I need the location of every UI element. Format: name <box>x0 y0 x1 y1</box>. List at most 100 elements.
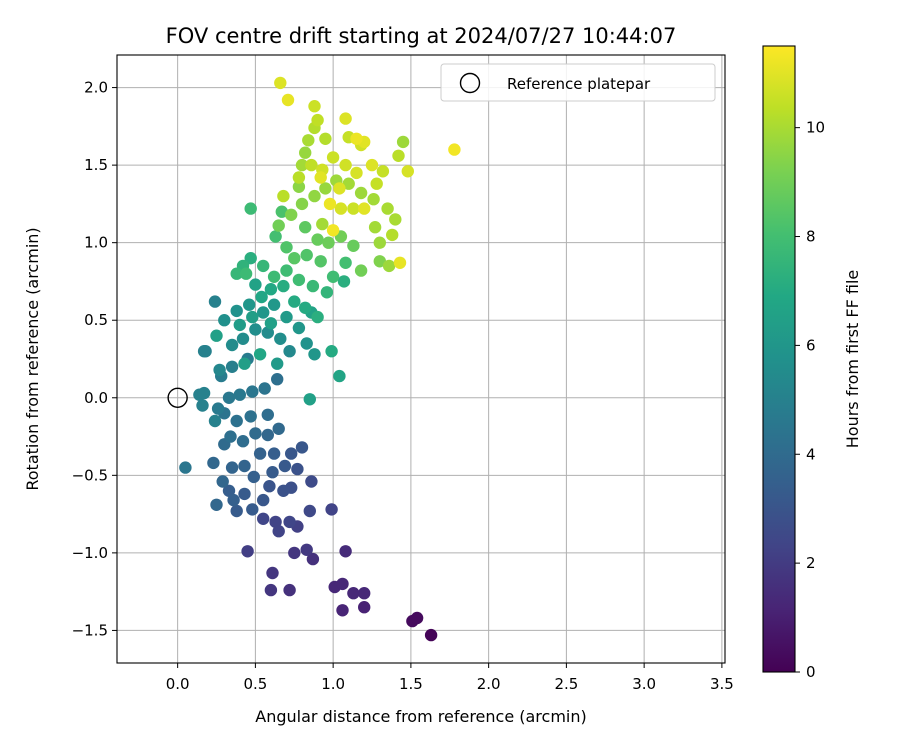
data-point <box>196 399 209 412</box>
colorbar-tick-label: 10 <box>806 119 825 137</box>
data-point <box>197 345 211 358</box>
data-point <box>326 151 340 164</box>
data-point <box>233 318 246 332</box>
data-point <box>367 193 380 206</box>
data-point <box>373 255 386 268</box>
data-point <box>295 158 309 172</box>
data-point <box>305 158 318 172</box>
x-tick-label: 0.5 <box>243 675 267 693</box>
data-point <box>280 241 293 254</box>
data-point <box>326 270 340 283</box>
colorbar-tick-label: 0 <box>806 663 816 681</box>
data-point <box>222 391 236 404</box>
data-point <box>275 205 288 218</box>
x-axis-label: Angular distance from reference (arcmin) <box>255 707 586 726</box>
data-point <box>336 604 349 617</box>
colorbar-tick-label: 4 <box>806 445 816 463</box>
data-point <box>271 373 284 386</box>
plot-frame <box>116 54 726 664</box>
data-point <box>396 135 410 149</box>
data-point <box>334 202 348 215</box>
data-point <box>230 304 243 318</box>
data-point <box>264 317 278 330</box>
data-point <box>244 252 257 265</box>
data-point <box>285 208 298 221</box>
data-point <box>246 385 259 398</box>
data-point <box>382 259 396 273</box>
data-point <box>306 279 320 293</box>
data-point <box>376 165 390 178</box>
data-point <box>308 348 321 361</box>
data-point <box>227 493 240 507</box>
colorbar: 0 2 4 6 8 10 Hours from first FF file <box>762 45 862 681</box>
data-point <box>311 233 324 246</box>
data-point <box>311 310 324 324</box>
data-point <box>207 456 220 470</box>
data-point <box>269 230 282 243</box>
data-point <box>249 323 262 336</box>
data-point <box>342 177 355 190</box>
data-point <box>222 484 236 497</box>
data-point <box>339 158 352 172</box>
data-point <box>283 583 296 597</box>
data-point <box>277 279 290 293</box>
y-tick-label: 0.5 <box>84 311 108 329</box>
data-point <box>300 248 313 262</box>
data-point <box>264 583 278 597</box>
data-point <box>238 459 251 473</box>
x-tick-label: 3.0 <box>632 675 656 693</box>
data-point <box>333 182 346 195</box>
data-point <box>225 338 239 352</box>
data-point <box>263 480 276 493</box>
data-point <box>281 93 295 107</box>
data-point <box>319 132 332 145</box>
data-point <box>233 388 246 401</box>
data-point <box>266 566 279 580</box>
data-point <box>246 503 259 516</box>
colorbar-tick-label: 8 <box>806 228 816 246</box>
x-axis-ticks: 0.0 0.5 1.0 1.5 2.0 2.5 3.0 3.5 <box>166 663 734 693</box>
data-point <box>210 498 223 511</box>
data-point <box>314 171 327 184</box>
data-point <box>350 132 363 145</box>
data-point <box>393 256 407 269</box>
legend-box <box>440 63 716 102</box>
data-point <box>274 332 287 345</box>
data-point <box>288 295 301 308</box>
data-point <box>339 256 352 269</box>
data-point <box>295 441 309 454</box>
y-tick-label: −0.5 <box>72 466 108 484</box>
data-point <box>257 259 270 273</box>
data-point <box>253 348 267 361</box>
data-point <box>249 427 262 440</box>
data-point <box>358 202 371 215</box>
data-point <box>264 283 278 296</box>
data-point <box>255 290 268 304</box>
data-point <box>424 628 438 642</box>
data-point <box>272 422 285 435</box>
data-point <box>333 369 346 383</box>
data-point <box>261 408 274 421</box>
legend-marker-open-circle <box>459 72 481 94</box>
data-point <box>326 224 340 237</box>
colorbar-ticks: 0 2 4 6 8 10 <box>795 119 825 681</box>
data-point <box>368 221 382 234</box>
data-point <box>311 113 324 127</box>
legend-label: Reference platepar <box>507 75 651 93</box>
data-point <box>210 329 223 342</box>
data-point <box>292 273 306 287</box>
data-point <box>354 186 368 200</box>
y-tick-label: −1.0 <box>72 544 108 562</box>
data-point <box>350 166 363 180</box>
data-point <box>306 552 320 566</box>
data-point <box>236 435 250 448</box>
data-point <box>389 213 402 226</box>
data-point <box>230 414 243 428</box>
data-point <box>225 461 239 474</box>
y-axis-ticks: −1.5 −1.0 −0.5 0.0 0.5 1.0 1.5 2.0 <box>72 79 117 639</box>
data-point <box>323 197 337 211</box>
data-point <box>295 197 309 211</box>
data-point <box>243 298 256 311</box>
data-point <box>303 393 316 406</box>
